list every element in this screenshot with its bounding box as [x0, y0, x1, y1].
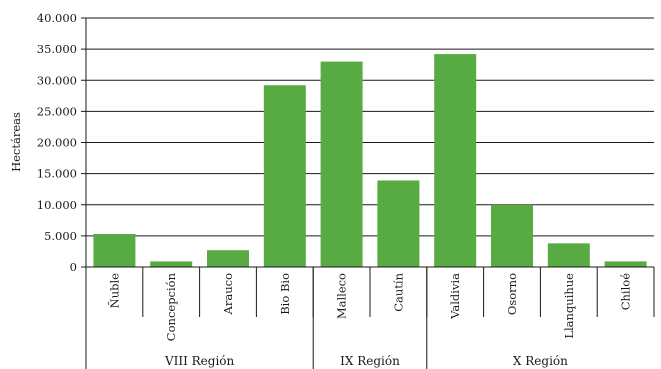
axes	[81, 17, 655, 369]
category-label: Llanquihue	[562, 273, 576, 339]
bar	[604, 261, 647, 267]
y-tick-labels: 0 5.000 10.000 15.000 20.000 25.000 30.000 35.0…	[37, 11, 77, 274]
category-label: Concepción	[164, 272, 178, 341]
y-tick-label: 35.000	[37, 42, 77, 56]
bar	[320, 61, 363, 268]
bars	[93, 54, 647, 268]
category-label: Bio Bio	[278, 273, 292, 315]
bar	[207, 250, 249, 267]
bar	[547, 243, 590, 267]
category-label: Cautín	[391, 272, 405, 311]
bar	[434, 54, 477, 268]
category-label: Ñuble	[107, 273, 121, 309]
group-label: IX Región	[340, 354, 400, 368]
y-tick-label: 5.000	[44, 229, 77, 243]
bar	[93, 234, 136, 267]
category-labels: Ñuble Concepción Arauco Bio Bio Malleco Cautí…	[107, 272, 632, 341]
bar	[150, 261, 193, 267]
y-tick-label: 15.000	[37, 167, 77, 181]
category-label: Chiloé	[619, 273, 633, 310]
y-tick-label: 25.000	[37, 104, 77, 118]
gridlines	[86, 17, 654, 237]
y-tick-label: 30.000	[37, 73, 77, 87]
group-label: VIII Región	[164, 354, 235, 368]
bar	[491, 204, 533, 267]
y-axis-label: Hectáreas	[9, 112, 23, 172]
y-tick-label: 20.000	[37, 136, 77, 150]
category-label: Malleco	[335, 273, 349, 319]
y-tick-label: 10.000	[37, 198, 77, 212]
category-label: Valdivia	[448, 273, 462, 320]
bar	[377, 180, 420, 267]
group-labels: VIII Región IX Región X Región	[164, 354, 568, 368]
y-tick-label: 0	[70, 260, 77, 274]
category-label: Osorno	[505, 273, 519, 315]
category-label: Arauco	[221, 273, 235, 316]
y-tick-label: 40.000	[37, 11, 77, 25]
bar	[263, 85, 306, 267]
group-label: X Región	[513, 354, 568, 368]
